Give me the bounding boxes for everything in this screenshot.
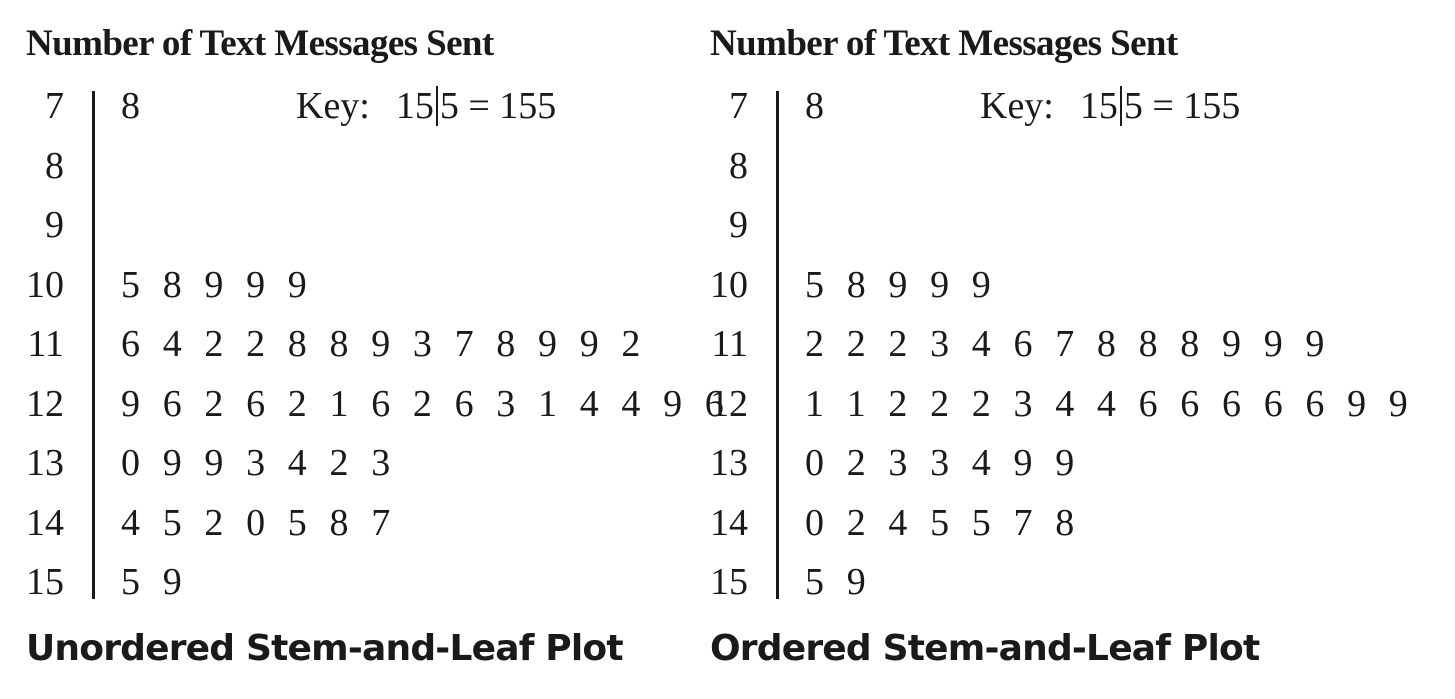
key-stem: 15 xyxy=(1079,85,1118,127)
stem-leaf-row: 10 5 8 9 9 9 xyxy=(710,263,1390,307)
key-label: Key: xyxy=(980,85,1054,127)
leaf-values: 5 9 xyxy=(805,561,873,603)
stem-value: 12 xyxy=(26,382,64,425)
leaf-values: 1 1 2 2 2 3 4 4 6 6 6 6 6 9 9 xyxy=(805,382,1415,425)
key-value: = 155 xyxy=(468,85,557,127)
stem-divider-line xyxy=(92,91,95,599)
unordered-stem-leaf-plot: Number of Text Messages Sent Key: 15 5 = 1… xyxy=(26,0,726,699)
plot-title: Number of Text Messages Sent xyxy=(710,23,1178,64)
stem-value: 8 xyxy=(45,144,64,187)
plot-caption: Ordered Stem-and-Leaf Plot xyxy=(710,628,1260,669)
stem-leaf-row: 14 0 2 4 5 5 7 8 xyxy=(710,501,1390,545)
stem-leaf-row: 9 xyxy=(710,203,1390,247)
key-leaf: 5 xyxy=(439,85,459,127)
leaf-values: 6 4 2 2 8 8 9 3 7 8 9 9 2 xyxy=(121,323,647,365)
stem-value: 13 xyxy=(710,442,748,484)
leaf-values: 4 5 2 0 5 8 7 xyxy=(121,501,397,544)
stem-value: 8 xyxy=(729,144,748,187)
ordered-stem-leaf-plot: Number of Text Messages Sent Key: 15 5 = 1… xyxy=(710,0,1410,699)
key-leaf: 5 xyxy=(1123,85,1143,127)
stem-leaf-row: 9 xyxy=(26,203,706,247)
stem-value: 13 xyxy=(26,442,64,484)
leaf-values: 0 2 4 5 5 7 8 xyxy=(805,501,1081,544)
plot-key: Key: 15 5 = 155 xyxy=(980,84,1240,128)
leaf-values: 8 xyxy=(121,85,147,127)
key-stem: 15 xyxy=(395,85,434,127)
key-value: = 155 xyxy=(1152,85,1241,127)
leaf-values: 5 8 9 9 9 xyxy=(121,263,314,306)
stem-leaf-row: 11 2 2 2 3 4 6 7 8 8 8 9 9 9 xyxy=(710,322,1390,366)
stem-value: 12 xyxy=(710,382,748,425)
stem-value: 9 xyxy=(729,204,748,246)
leaf-values: 5 8 9 9 9 xyxy=(805,263,998,306)
stem-value: 10 xyxy=(26,263,64,306)
leaf-values: 5 9 xyxy=(121,561,189,603)
stem-leaf-row: 12 1 1 2 2 2 3 4 4 6 6 6 6 6 9 9 xyxy=(710,382,1408,426)
stem-leaf-row: 8 xyxy=(26,144,706,188)
stem-value: 10 xyxy=(710,263,748,306)
key-divider xyxy=(1119,86,1122,126)
stem-value: 11 xyxy=(27,323,64,365)
plot-key: Key: 15 5 = 155 xyxy=(296,84,556,128)
stem-leaf-row: 13 0 2 3 3 4 9 9 xyxy=(710,441,1390,485)
stem-leaf-row: 12 9 6 2 6 2 1 6 2 6 3 1 4 4 9 6 xyxy=(26,382,724,426)
plot-title: Number of Text Messages Sent xyxy=(26,23,494,64)
leaf-values: 9 6 2 6 2 1 6 2 6 3 1 4 4 9 6 xyxy=(121,382,731,425)
leaf-values: 0 9 9 3 4 2 3 xyxy=(121,442,397,484)
stem-leaf-row: 13 0 9 9 3 4 2 3 xyxy=(26,441,706,485)
leaf-values: 8 xyxy=(805,85,831,127)
stem-value: 7 xyxy=(729,85,748,127)
stem-value: 11 xyxy=(711,323,748,365)
leaf-values: 2 2 2 3 4 6 7 8 8 8 9 9 9 xyxy=(805,323,1331,365)
plot-caption: Unordered Stem-and-Leaf Plot xyxy=(26,628,624,669)
key-divider xyxy=(435,86,438,126)
stem-divider-line xyxy=(776,91,779,599)
stem-value: 15 xyxy=(26,561,64,603)
stem-value: 14 xyxy=(26,501,64,544)
stem-value: 14 xyxy=(710,501,748,544)
key-label: Key: xyxy=(296,85,370,127)
leaf-values: 0 2 3 3 4 9 9 xyxy=(805,442,1081,484)
stem-leaf-row: 10 5 8 9 9 9 xyxy=(26,263,706,307)
stem-leaf-row: 15 5 9 xyxy=(710,560,1390,604)
stem-leaf-row: 11 6 4 2 2 8 8 9 3 7 8 9 9 2 xyxy=(26,322,706,366)
stem-value: 7 xyxy=(45,85,64,127)
stem-value: 9 xyxy=(45,204,64,246)
stem-leaf-row: 15 5 9 xyxy=(26,560,706,604)
stem-leaf-row: 8 xyxy=(710,144,1390,188)
stem-leaf-row: 14 4 5 2 0 5 8 7 xyxy=(26,501,706,545)
stem-value: 15 xyxy=(710,561,748,603)
